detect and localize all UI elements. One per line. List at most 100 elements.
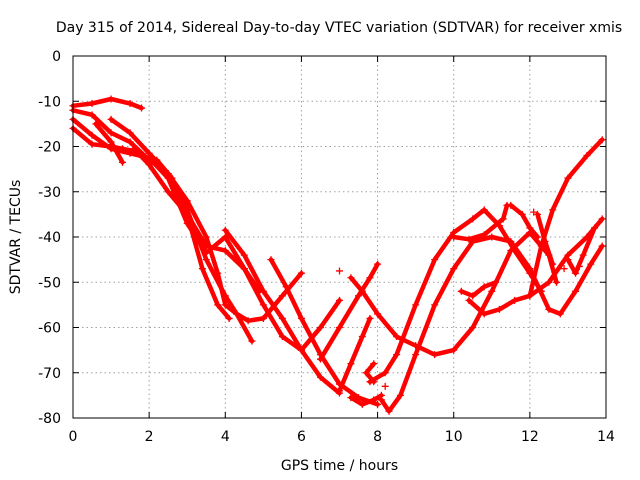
x-tick-label: 4: [221, 429, 230, 445]
x-tick-label: 8: [373, 429, 382, 445]
data-point: [526, 292, 534, 300]
data-point: [259, 287, 267, 295]
data-point: [138, 104, 146, 112]
data-point: [511, 247, 519, 255]
data-point: [549, 260, 557, 268]
data-point: [583, 152, 591, 160]
data-point: [545, 305, 553, 313]
data-point: [393, 351, 401, 359]
data-point: [221, 292, 229, 300]
data-point: [374, 310, 382, 318]
data-point: [549, 206, 557, 214]
data-point: [164, 188, 172, 196]
data-point: [362, 369, 370, 377]
data-point: [533, 210, 541, 218]
data-point: [579, 251, 587, 259]
data-point: [518, 210, 526, 218]
y-tick-label: 0: [52, 49, 61, 65]
isolated-data-point: [336, 267, 343, 275]
x-tick-label: 12: [521, 429, 539, 445]
data-point: [572, 269, 580, 277]
data-point: [107, 115, 115, 123]
data-point: [431, 256, 439, 264]
data-point: [202, 242, 210, 250]
data-point: [412, 351, 420, 359]
data-point: [221, 301, 229, 309]
data-point: [545, 278, 553, 286]
data-point: [526, 269, 534, 277]
data-point: [598, 242, 606, 250]
y-tick-label: -40: [38, 230, 61, 246]
data-point: [358, 287, 366, 295]
data-point: [92, 120, 100, 128]
data-point: [248, 337, 256, 345]
series-track-12: [337, 316, 373, 394]
data-point: [564, 174, 572, 182]
data-point: [488, 233, 496, 241]
data-point: [488, 287, 496, 295]
data-point: [336, 324, 343, 331]
data-point: [480, 310, 488, 318]
data-point: [145, 161, 153, 169]
x-axis-title: GPS time / hours: [281, 458, 398, 474]
data-point: [541, 238, 549, 246]
data-point: [168, 174, 176, 182]
x-tick-label: 14: [597, 429, 615, 445]
data-point: [450, 265, 458, 273]
data-point: [480, 231, 488, 239]
y-tick-label: -70: [38, 366, 61, 382]
data-point: [153, 156, 161, 164]
series-track-15: [367, 207, 544, 385]
data-point: [355, 292, 363, 300]
data-point: [118, 158, 126, 166]
series-track-19: [348, 393, 384, 407]
series-track-8: [154, 157, 232, 321]
data-point: [366, 274, 374, 282]
data-point: [572, 287, 580, 295]
x-tick-label: 0: [69, 429, 78, 445]
data-point: [450, 346, 458, 354]
data-point: [336, 296, 343, 304]
data-point: [358, 333, 366, 341]
y-axis-ticks: 0 -10 -20 -30 -40 -50 -60 -70 -80: [38, 49, 606, 427]
x-tick-label: 2: [145, 429, 154, 445]
data-point: [225, 314, 233, 322]
isolated-data-point: [560, 265, 568, 273]
data-point: [126, 138, 134, 146]
data-point: [381, 369, 389, 377]
data-point: [480, 206, 488, 214]
data-point: [598, 215, 606, 223]
data-point: [202, 256, 210, 264]
data-point: [480, 283, 488, 291]
y-tick-label: -60: [38, 321, 61, 337]
data-point: [278, 292, 286, 300]
series-track-22: [508, 203, 540, 240]
data-point: [469, 215, 477, 223]
data-point: [492, 278, 500, 286]
data-point: [259, 301, 267, 309]
data-point: [336, 387, 343, 395]
data-point: [412, 301, 420, 309]
data-point: [556, 310, 564, 318]
data-point: [366, 314, 374, 322]
data-point: [126, 129, 134, 137]
data-point: [316, 324, 324, 331]
y-tick-label: -50: [38, 275, 61, 291]
data-point: [233, 310, 241, 318]
data-point: [431, 351, 439, 359]
data-point: [370, 378, 378, 386]
data-point: [370, 396, 378, 404]
data-point: [347, 394, 355, 402]
data-point: [282, 283, 290, 291]
data-point: [118, 145, 126, 153]
data-point: [533, 233, 541, 241]
data-point: [198, 265, 206, 273]
data-point: [469, 324, 477, 331]
data-point: [221, 247, 229, 255]
isolated-data-point: [530, 208, 538, 216]
x-tick-label: 10: [445, 429, 463, 445]
data-point: [240, 251, 248, 259]
data-point: [88, 111, 96, 119]
data-point: [221, 233, 229, 241]
data-point: [130, 145, 138, 153]
